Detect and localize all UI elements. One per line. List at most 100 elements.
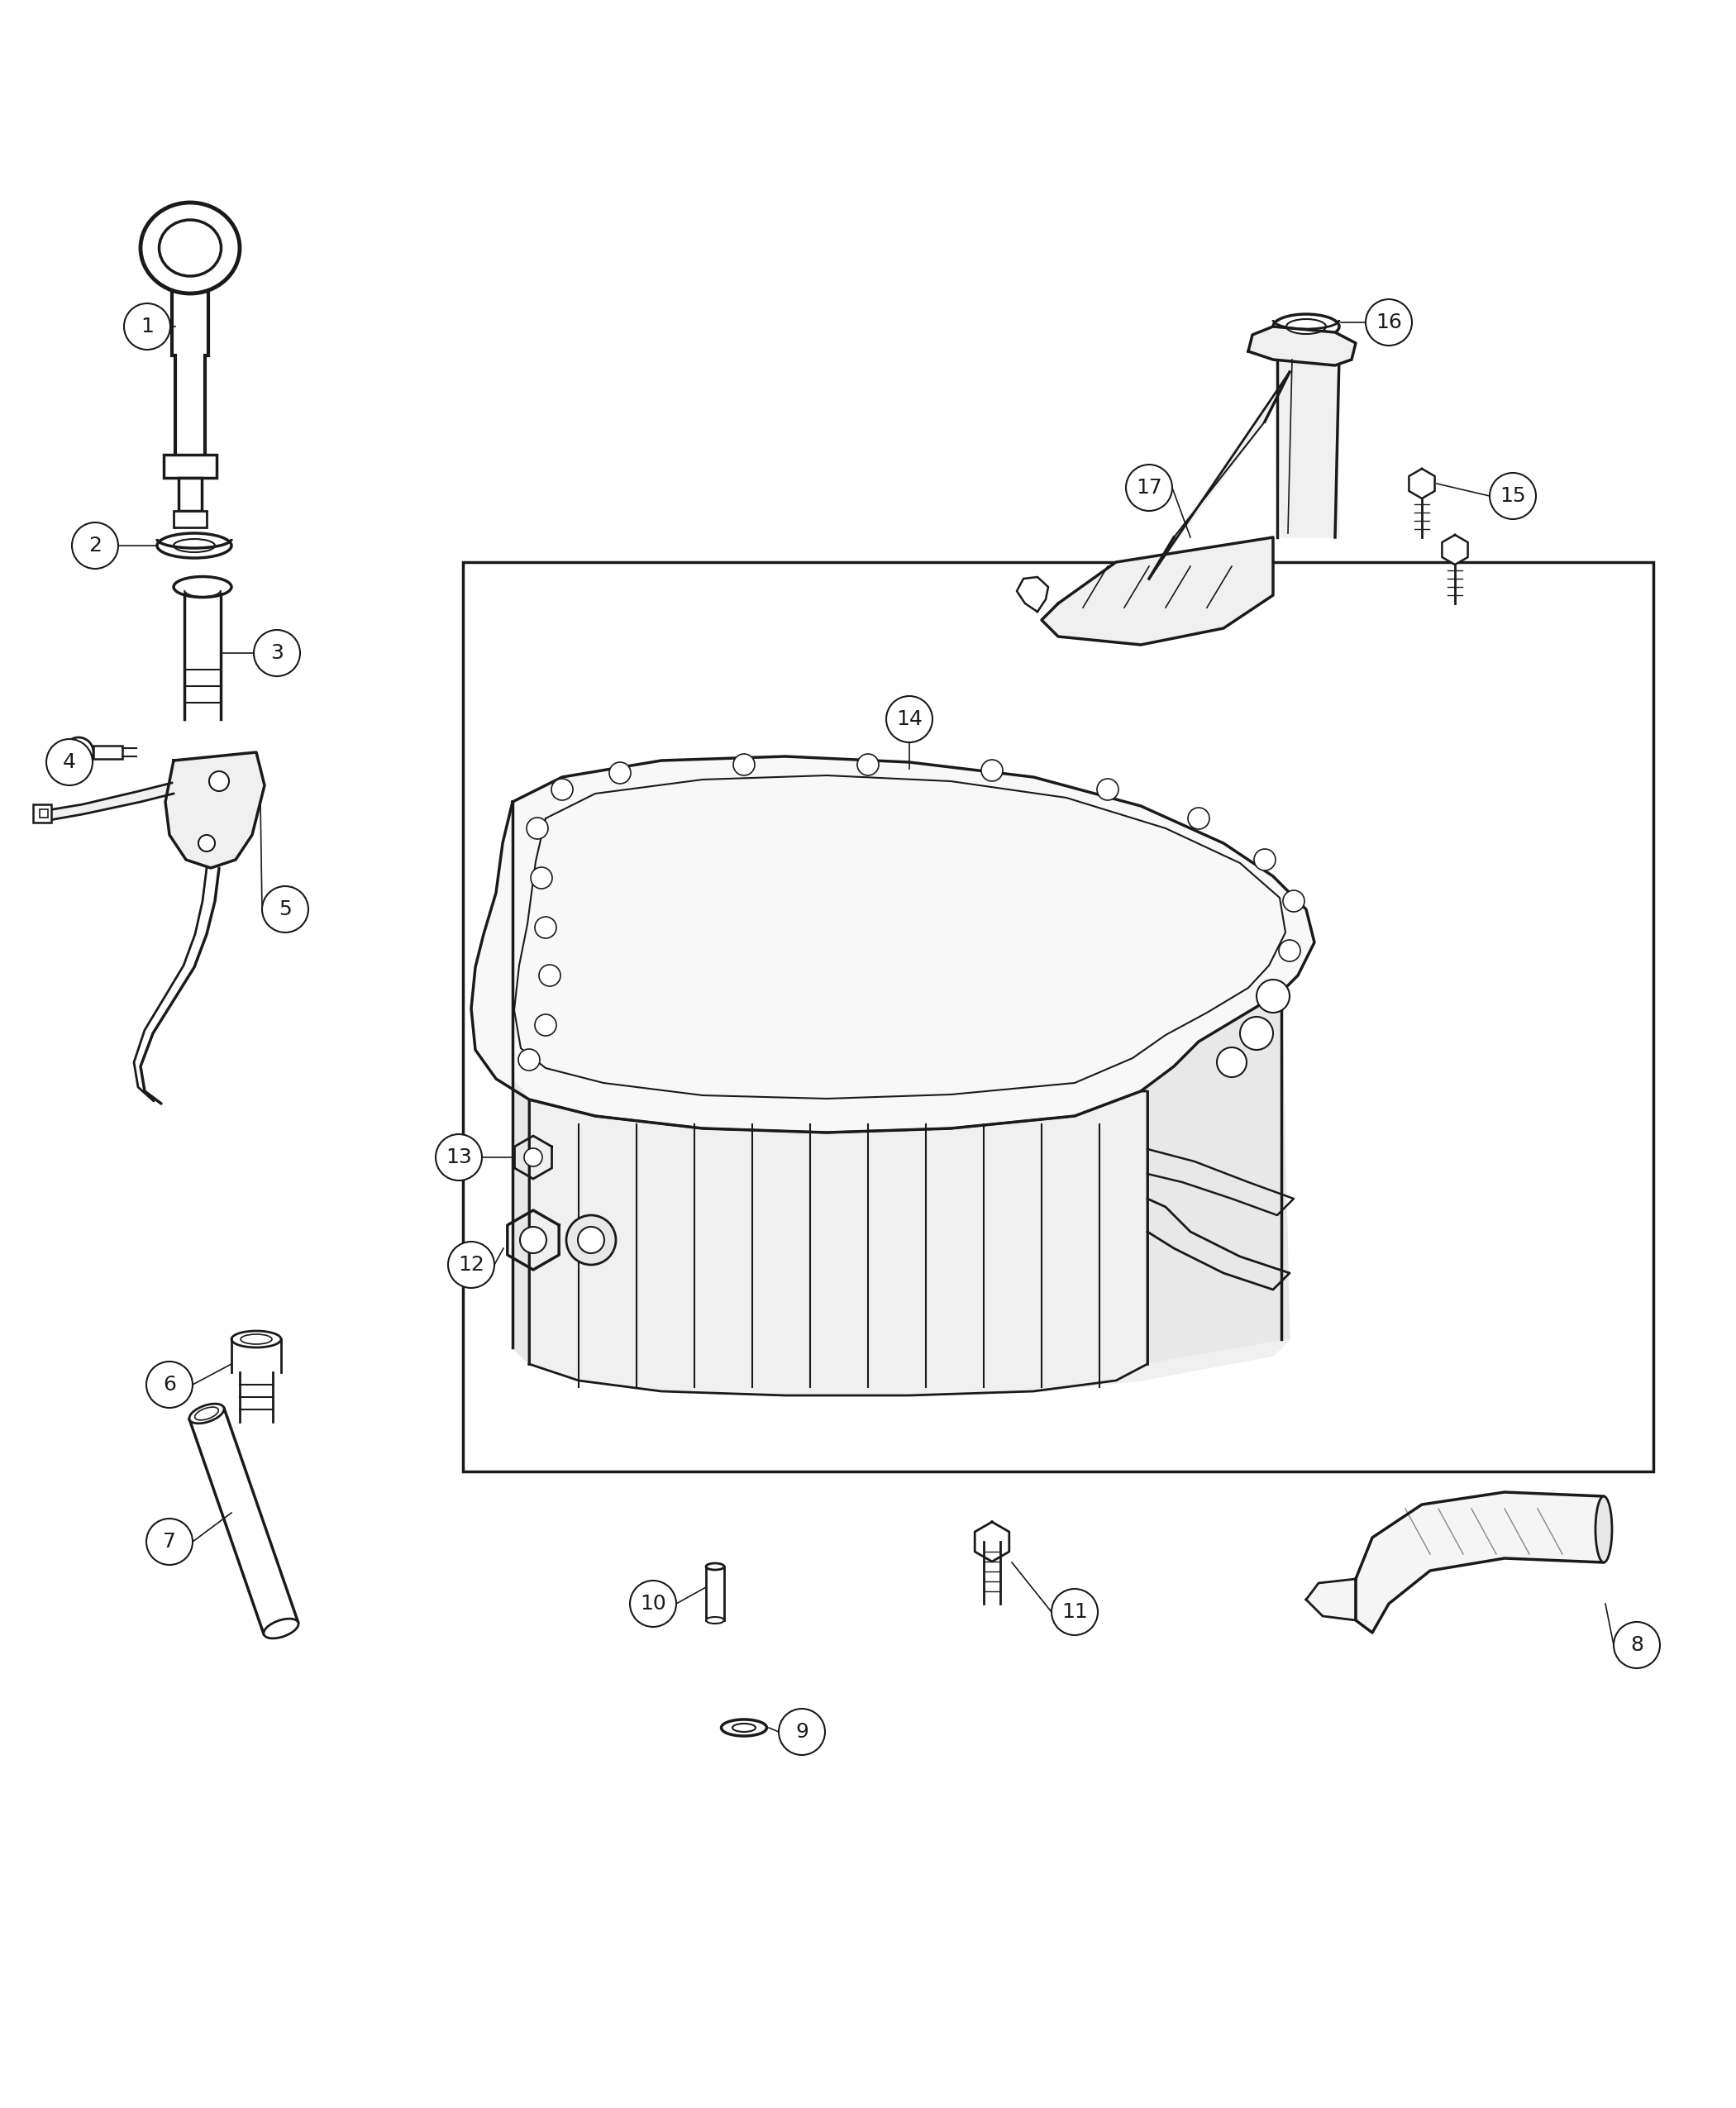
Polygon shape <box>49 782 174 820</box>
Circle shape <box>1279 940 1300 961</box>
Bar <box>94 746 122 759</box>
Text: 17: 17 <box>1135 479 1161 497</box>
Circle shape <box>47 740 92 786</box>
Polygon shape <box>1443 535 1469 565</box>
Circle shape <box>1283 890 1304 913</box>
Circle shape <box>1489 472 1536 519</box>
Circle shape <box>1097 778 1118 801</box>
Polygon shape <box>175 356 205 455</box>
Polygon shape <box>189 1408 299 1634</box>
Circle shape <box>524 1149 542 1166</box>
Circle shape <box>71 523 118 569</box>
Polygon shape <box>1410 468 1434 497</box>
Polygon shape <box>240 1372 273 1423</box>
Circle shape <box>535 1014 556 1035</box>
Ellipse shape <box>189 1404 224 1423</box>
Circle shape <box>436 1134 483 1180</box>
Circle shape <box>552 778 573 801</box>
Circle shape <box>733 755 755 776</box>
Circle shape <box>858 755 878 776</box>
Polygon shape <box>1141 993 1290 1364</box>
Text: 13: 13 <box>446 1147 472 1168</box>
Circle shape <box>981 759 1003 782</box>
Ellipse shape <box>231 1330 281 1347</box>
Text: 5: 5 <box>279 900 292 919</box>
Polygon shape <box>1248 327 1356 365</box>
Bar <box>33 805 52 822</box>
Circle shape <box>123 304 170 350</box>
Circle shape <box>1366 299 1411 346</box>
Text: 7: 7 <box>163 1533 175 1551</box>
Circle shape <box>630 1581 677 1627</box>
Circle shape <box>526 818 549 839</box>
Polygon shape <box>984 1541 1000 1604</box>
Polygon shape <box>507 1210 559 1269</box>
Circle shape <box>1187 807 1210 828</box>
Text: 1: 1 <box>141 316 155 337</box>
Circle shape <box>208 772 229 790</box>
Text: 2: 2 <box>89 535 102 557</box>
Text: 6: 6 <box>163 1374 175 1395</box>
Ellipse shape <box>1286 318 1326 333</box>
Polygon shape <box>707 1566 724 1621</box>
Circle shape <box>146 1362 193 1408</box>
Circle shape <box>1127 464 1172 510</box>
Circle shape <box>262 885 309 932</box>
Circle shape <box>531 866 552 890</box>
Circle shape <box>198 835 215 852</box>
Circle shape <box>253 630 300 677</box>
Ellipse shape <box>720 1720 767 1737</box>
Circle shape <box>521 1227 547 1254</box>
Ellipse shape <box>1595 1497 1613 1562</box>
Polygon shape <box>1305 1579 1356 1621</box>
Ellipse shape <box>707 1617 724 1623</box>
Text: 3: 3 <box>271 643 283 664</box>
Circle shape <box>779 1710 825 1756</box>
Polygon shape <box>231 1339 281 1372</box>
Polygon shape <box>1278 356 1338 538</box>
Polygon shape <box>976 1522 1009 1562</box>
Bar <box>163 455 217 479</box>
Circle shape <box>538 965 561 987</box>
Circle shape <box>566 1214 616 1265</box>
Circle shape <box>885 696 932 742</box>
Bar <box>174 510 207 527</box>
Circle shape <box>1253 850 1276 871</box>
Circle shape <box>535 917 556 938</box>
Text: 4: 4 <box>62 753 76 772</box>
Polygon shape <box>1149 371 1290 580</box>
Polygon shape <box>470 757 1314 1132</box>
Polygon shape <box>529 1092 1147 1395</box>
Circle shape <box>1052 1589 1097 1636</box>
Circle shape <box>146 1518 193 1564</box>
Text: 16: 16 <box>1375 312 1403 333</box>
Polygon shape <box>1356 1492 1608 1634</box>
Polygon shape <box>1042 538 1272 645</box>
Text: 8: 8 <box>1630 1636 1644 1655</box>
Polygon shape <box>514 1136 552 1178</box>
Ellipse shape <box>174 578 231 597</box>
Bar <box>179 479 201 510</box>
Polygon shape <box>165 753 264 868</box>
Polygon shape <box>184 594 220 702</box>
Circle shape <box>448 1242 495 1288</box>
Text: 11: 11 <box>1061 1602 1088 1621</box>
Circle shape <box>578 1227 604 1254</box>
Text: 10: 10 <box>641 1594 667 1613</box>
Bar <box>40 809 49 818</box>
Circle shape <box>609 763 630 784</box>
Circle shape <box>1240 1016 1272 1050</box>
Ellipse shape <box>156 533 231 559</box>
Ellipse shape <box>264 1619 299 1638</box>
Text: 14: 14 <box>896 708 922 729</box>
Text: 12: 12 <box>458 1254 484 1275</box>
Text: 9: 9 <box>795 1722 809 1741</box>
Text: 15: 15 <box>1500 487 1526 506</box>
Circle shape <box>64 738 94 767</box>
Ellipse shape <box>707 1564 724 1570</box>
Circle shape <box>519 1050 540 1071</box>
Polygon shape <box>529 1339 1290 1395</box>
Ellipse shape <box>1272 314 1338 339</box>
Bar <box>464 563 1653 1471</box>
Polygon shape <box>512 801 529 1364</box>
